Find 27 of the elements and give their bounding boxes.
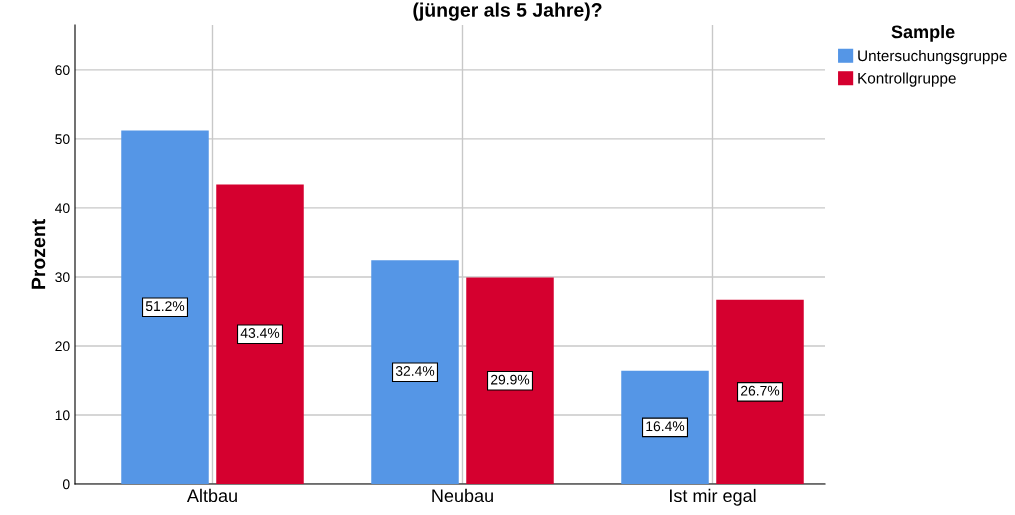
y-tick-label: 60: [55, 65, 70, 76]
y-tick-label: 50: [55, 134, 70, 145]
data-label: 43.4%: [240, 328, 280, 338]
bar: [371, 260, 459, 484]
bar: [716, 299, 804, 484]
y-tick-label: 20: [55, 341, 70, 352]
x-tick-label: Neubau: [432, 488, 493, 503]
x-tick-label: Ist mir egal: [670, 488, 756, 506]
data-label: 32.4%: [395, 366, 435, 376]
legend-title: Sample: [891, 24, 955, 42]
data-label: 29.9%: [491, 374, 530, 385]
data-label: 51.2%: [145, 301, 185, 312]
chart-title: (jünger als 5 Jahre)?: [413, 2, 602, 21]
legend-label: Untersuchungsgruppe: [858, 49, 1007, 65]
y-axis-title: Prozent: [31, 219, 46, 289]
bar: [216, 184, 304, 484]
data-label: 26.7%: [741, 385, 780, 396]
legend-label: Kontrollgruppe: [858, 72, 956, 87]
y-tick-label: 30: [55, 272, 70, 283]
data-label: 16.4%: [646, 421, 685, 432]
bar: [621, 370, 709, 484]
x-tick-label: Altbau: [186, 488, 237, 503]
bar: [466, 277, 554, 484]
bar: [121, 130, 209, 484]
y-tick-label: 0: [62, 479, 70, 490]
y-tick-label: 10: [55, 410, 70, 421]
y-tick-label: 40: [55, 203, 70, 214]
